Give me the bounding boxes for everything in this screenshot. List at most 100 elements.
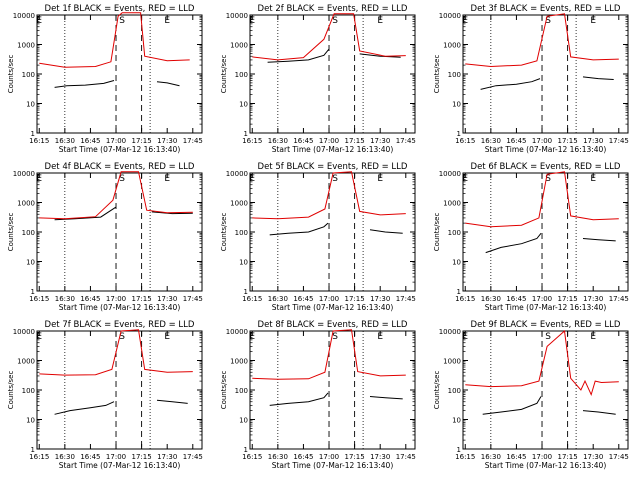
series-events-line bbox=[269, 222, 329, 236]
x-tick-label: 17:00 bbox=[319, 453, 339, 461]
y-tick-label: 1 bbox=[31, 288, 35, 296]
x-tick-label: 17:15 bbox=[132, 295, 152, 303]
plot-frame bbox=[249, 330, 416, 450]
panel-title: Det 2f BLACK = Events, RED = LLD bbox=[258, 4, 408, 14]
x-tick-label: 16:45 bbox=[80, 453, 100, 461]
x-axis-label: Start Time (07-Mar-12 16:13:40) bbox=[59, 461, 181, 470]
x-tick-label: 16:30 bbox=[55, 137, 75, 145]
x-tick-label: 16:45 bbox=[293, 295, 313, 303]
series-events-line bbox=[480, 78, 541, 90]
state-marker-s: S bbox=[119, 16, 125, 26]
x-tick-label: 17:30 bbox=[583, 453, 603, 461]
x-tick-label: 16:30 bbox=[481, 295, 501, 303]
series-events-line bbox=[482, 396, 542, 415]
y-tick-label: 10 bbox=[239, 417, 248, 425]
panel-title: Det 5f BLACK = Events, RED = LLD bbox=[258, 162, 408, 172]
x-tick-label: 16:30 bbox=[481, 137, 501, 145]
x-tick-label: 17:00 bbox=[106, 295, 126, 303]
y-tick-label: 10 bbox=[26, 259, 35, 267]
state-marker-s: S bbox=[119, 332, 125, 342]
y-tick-label: 10 bbox=[26, 101, 35, 109]
x-axis-label: Start Time (07-Mar-12 16:13:40) bbox=[485, 303, 607, 312]
x-tick-label: 16:45 bbox=[506, 453, 526, 461]
panel-det-9f: Det 9f BLACK = Events, RED = LLD 1 10 100 10… bbox=[433, 320, 629, 470]
x-tick-label: 17:30 bbox=[583, 295, 603, 303]
x-tick-label: 17:45 bbox=[396, 295, 416, 303]
series-lld-line bbox=[252, 171, 406, 220]
y-tick-label: 10000 bbox=[226, 170, 248, 178]
panel-det-3f: Det 3f BLACK = Events, RED = LLD 1 10 100 10… bbox=[433, 4, 629, 154]
series-events-line bbox=[156, 81, 180, 87]
x-tick-label: 17:00 bbox=[106, 453, 126, 461]
y-tick-label: 1000 bbox=[443, 200, 461, 208]
series-events-line bbox=[369, 396, 403, 400]
panel-det-1f: Det 1f BLACK = Events, RED = LLD 1 10 100 10… bbox=[7, 4, 203, 154]
panel-det-6f: Det 6f BLACK = Events, RED = LLD 1 10 100 10… bbox=[433, 162, 629, 312]
panel-title: Det 4f BLACK = Events, RED = LLD bbox=[45, 162, 195, 172]
series-lld-line bbox=[39, 12, 190, 68]
x-axis-label: Start Time (07-Mar-12 16:13:40) bbox=[272, 303, 394, 312]
y-tick-label: 1000 bbox=[17, 42, 35, 50]
state-marker-e: E bbox=[249, 174, 255, 184]
x-tick-label: 17:15 bbox=[558, 137, 578, 145]
y-tick-label: 10 bbox=[452, 101, 461, 109]
x-axis-label: Start Time (07-Mar-12 16:13:40) bbox=[485, 145, 607, 154]
x-tick-label: 16:15 bbox=[29, 295, 49, 303]
y-tick-label: 1000 bbox=[230, 42, 248, 50]
x-tick-label: 16:15 bbox=[242, 453, 262, 461]
y-tick-label: 1 bbox=[31, 446, 35, 454]
x-tick-label: 17:30 bbox=[370, 137, 390, 145]
panel-det-8f: Det 8f BLACK = Events, RED = LLD 1 10 100 10… bbox=[220, 320, 416, 470]
series-lld-line bbox=[252, 13, 406, 61]
y-tick-label: 1000 bbox=[17, 358, 35, 366]
x-tick-label: 17:30 bbox=[370, 453, 390, 461]
y-tick-label: 1000 bbox=[443, 42, 461, 50]
plot-frame bbox=[36, 172, 203, 292]
x-tick-label: 16:45 bbox=[293, 453, 313, 461]
y-axis-label: Counts/sec bbox=[7, 55, 15, 94]
panel-det-2f: Det 2f BLACK = Events, RED = LLD 1 10 100 10… bbox=[220, 4, 416, 154]
state-marker-e: E bbox=[377, 332, 383, 342]
x-tick-label: 17:30 bbox=[157, 453, 177, 461]
state-marker-s: S bbox=[545, 174, 551, 184]
x-tick-label: 17:45 bbox=[396, 453, 416, 461]
y-tick-label: 100 bbox=[448, 71, 461, 79]
y-tick-label: 10000 bbox=[226, 12, 248, 20]
state-marker-e: E bbox=[36, 332, 42, 342]
plot-frame bbox=[462, 14, 629, 134]
plot-frame bbox=[249, 14, 416, 134]
x-tick-label: 17:30 bbox=[370, 295, 390, 303]
series-events-line bbox=[54, 401, 115, 415]
y-tick-label: 100 bbox=[448, 387, 461, 395]
state-marker-s: S bbox=[332, 16, 338, 26]
y-axis-label: Counts/sec bbox=[433, 213, 441, 252]
series-events-line bbox=[151, 211, 193, 215]
series-events-line bbox=[582, 76, 614, 80]
x-tick-label: 16:15 bbox=[242, 295, 262, 303]
x-tick-label: 17:15 bbox=[132, 453, 152, 461]
state-marker-s: S bbox=[545, 332, 551, 342]
y-tick-label: 10000 bbox=[439, 328, 461, 336]
y-tick-label: 10000 bbox=[13, 12, 35, 20]
x-tick-label: 17:00 bbox=[532, 137, 552, 145]
state-marker-e: E bbox=[249, 332, 255, 342]
series-events-line bbox=[269, 392, 329, 406]
state-marker-e: E bbox=[590, 332, 596, 342]
x-tick-label: 17:15 bbox=[558, 295, 578, 303]
y-tick-label: 100 bbox=[22, 71, 35, 79]
x-tick-label: 17:00 bbox=[319, 137, 339, 145]
x-tick-label: 17:45 bbox=[609, 295, 629, 303]
series-events-line bbox=[369, 229, 403, 234]
panel-det-4f: Det 4f BLACK = Events, RED = LLD 1 10 100 10… bbox=[7, 162, 203, 312]
x-tick-label: 17:15 bbox=[558, 453, 578, 461]
y-tick-label: 1 bbox=[457, 130, 461, 138]
state-marker-e: E bbox=[164, 174, 170, 184]
series-events-line bbox=[485, 232, 542, 254]
y-axis-label: Counts/sec bbox=[220, 55, 228, 94]
plot-frame bbox=[462, 172, 629, 292]
x-tick-label: 17:45 bbox=[609, 453, 629, 461]
y-tick-label: 10 bbox=[452, 259, 461, 267]
y-tick-label: 100 bbox=[22, 229, 35, 237]
series-events-line bbox=[359, 53, 401, 58]
